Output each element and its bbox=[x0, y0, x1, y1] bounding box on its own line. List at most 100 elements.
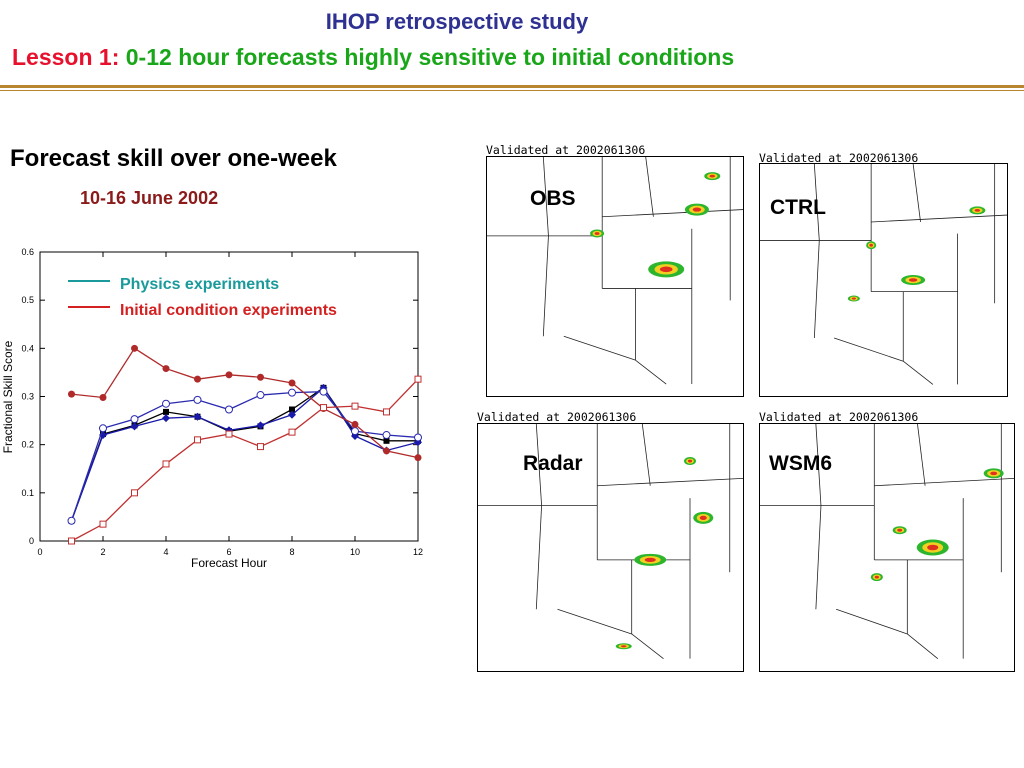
map-drawing bbox=[487, 157, 743, 385]
data-point bbox=[193, 395, 202, 404]
data-point bbox=[288, 428, 296, 436]
data-point bbox=[320, 404, 327, 412]
y-tick-label: 0.6 bbox=[21, 247, 34, 257]
validated-time: Validated at 2002061306 bbox=[759, 151, 919, 165]
data-point bbox=[288, 379, 296, 387]
series-line-3 bbox=[71, 347, 419, 459]
y-tick-label: 0.4 bbox=[21, 343, 34, 353]
precip-cell bbox=[644, 557, 656, 562]
date-range: 10-16 June 2002 bbox=[80, 188, 219, 208]
series-layer bbox=[67, 344, 422, 545]
precip-cell bbox=[874, 575, 879, 579]
data-point bbox=[99, 424, 107, 433]
x-tick-label: 4 bbox=[163, 547, 168, 557]
state-border bbox=[813, 164, 820, 241]
panel-label: OBS bbox=[530, 187, 576, 210]
state-border bbox=[836, 608, 908, 635]
precip-cell bbox=[927, 544, 939, 551]
data-point bbox=[131, 489, 138, 497]
precip-cell bbox=[594, 232, 600, 235]
data-point bbox=[288, 410, 296, 419]
data-point bbox=[351, 402, 359, 410]
y-tick-label: 0.5 bbox=[21, 295, 34, 305]
state-border bbox=[542, 157, 549, 236]
precip-cell bbox=[974, 209, 981, 212]
series-line-2 bbox=[70, 391, 419, 521]
precip-cell bbox=[709, 174, 716, 178]
data-point bbox=[382, 431, 391, 440]
data-point bbox=[163, 408, 169, 415]
map-drawing bbox=[478, 424, 743, 659]
data-point bbox=[288, 388, 296, 397]
y-axis-label: Fractional Skill Score bbox=[1, 340, 15, 453]
state-border bbox=[907, 633, 939, 659]
x-tick-label: 8 bbox=[289, 547, 294, 557]
y-tick-label: 0.2 bbox=[21, 440, 34, 450]
data-point bbox=[256, 391, 265, 400]
data-point bbox=[99, 520, 107, 528]
map-drawing bbox=[760, 424, 1014, 659]
data-point bbox=[131, 344, 138, 352]
y-tick-label: 0.1 bbox=[21, 488, 34, 498]
data-point bbox=[414, 454, 422, 462]
map-panel-wsm6: Validated at 2002061306 WSM6 bbox=[759, 410, 1015, 672]
map-panel-obs: Validated at 2002061306 OBS bbox=[486, 143, 744, 397]
state-border bbox=[813, 240, 820, 339]
state-border bbox=[815, 505, 822, 610]
data-point bbox=[319, 387, 328, 396]
precip-cell bbox=[869, 243, 873, 247]
state-border bbox=[542, 235, 549, 337]
x-tick-label: 6 bbox=[226, 547, 231, 557]
precip-cell bbox=[687, 459, 693, 463]
data-point bbox=[193, 412, 202, 421]
series-line-1 bbox=[70, 386, 419, 521]
data-point bbox=[162, 460, 170, 468]
precip-cell bbox=[908, 278, 918, 282]
state-border bbox=[903, 360, 934, 385]
state-border bbox=[912, 164, 921, 223]
data-point bbox=[256, 421, 265, 430]
data-point bbox=[162, 399, 170, 408]
data-point bbox=[257, 373, 264, 381]
y-tick-label: 0 bbox=[29, 536, 34, 546]
data-point bbox=[67, 516, 76, 525]
x-tick-label: 10 bbox=[350, 547, 360, 557]
data-point bbox=[99, 393, 107, 401]
map-drawing bbox=[760, 164, 1007, 385]
data-point bbox=[225, 405, 233, 414]
data-point bbox=[257, 443, 264, 451]
lesson-prefix: Lesson 1: bbox=[12, 44, 120, 70]
data-point bbox=[99, 431, 107, 440]
series-line-0 bbox=[70, 386, 418, 521]
state-border bbox=[602, 209, 743, 218]
y-tick-label: 0.3 bbox=[21, 392, 34, 402]
state-border bbox=[815, 424, 822, 506]
data-point bbox=[162, 414, 170, 423]
state-border bbox=[874, 477, 1014, 487]
precip-cell bbox=[659, 266, 673, 273]
map-panel-ctrl: Validated at 2002061306 CTRL bbox=[759, 151, 1008, 397]
precip-cell bbox=[990, 471, 998, 476]
data-point bbox=[351, 427, 359, 436]
panel-label: WSM6 bbox=[769, 452, 832, 475]
divider-line bbox=[0, 85, 1024, 88]
state-border bbox=[645, 157, 654, 217]
data-point bbox=[68, 390, 75, 398]
map-image-ctrl bbox=[759, 163, 1008, 397]
data-point bbox=[225, 426, 233, 435]
precip-cell bbox=[851, 297, 856, 300]
data-point bbox=[162, 365, 170, 373]
state-border bbox=[535, 424, 542, 506]
state-border bbox=[833, 337, 904, 362]
data-point bbox=[130, 415, 139, 424]
data-point bbox=[68, 537, 75, 545]
state-border bbox=[563, 335, 636, 361]
data-point bbox=[225, 430, 233, 438]
map-panel-radar: Validated at 2002061306 Radar bbox=[477, 410, 744, 672]
x-axis-label: Forecast Hour bbox=[191, 556, 267, 570]
state-border bbox=[635, 359, 667, 385]
divider-line-thin bbox=[0, 90, 1024, 91]
state-border bbox=[641, 424, 651, 486]
data-point bbox=[414, 375, 422, 383]
precip-cell bbox=[620, 645, 627, 648]
